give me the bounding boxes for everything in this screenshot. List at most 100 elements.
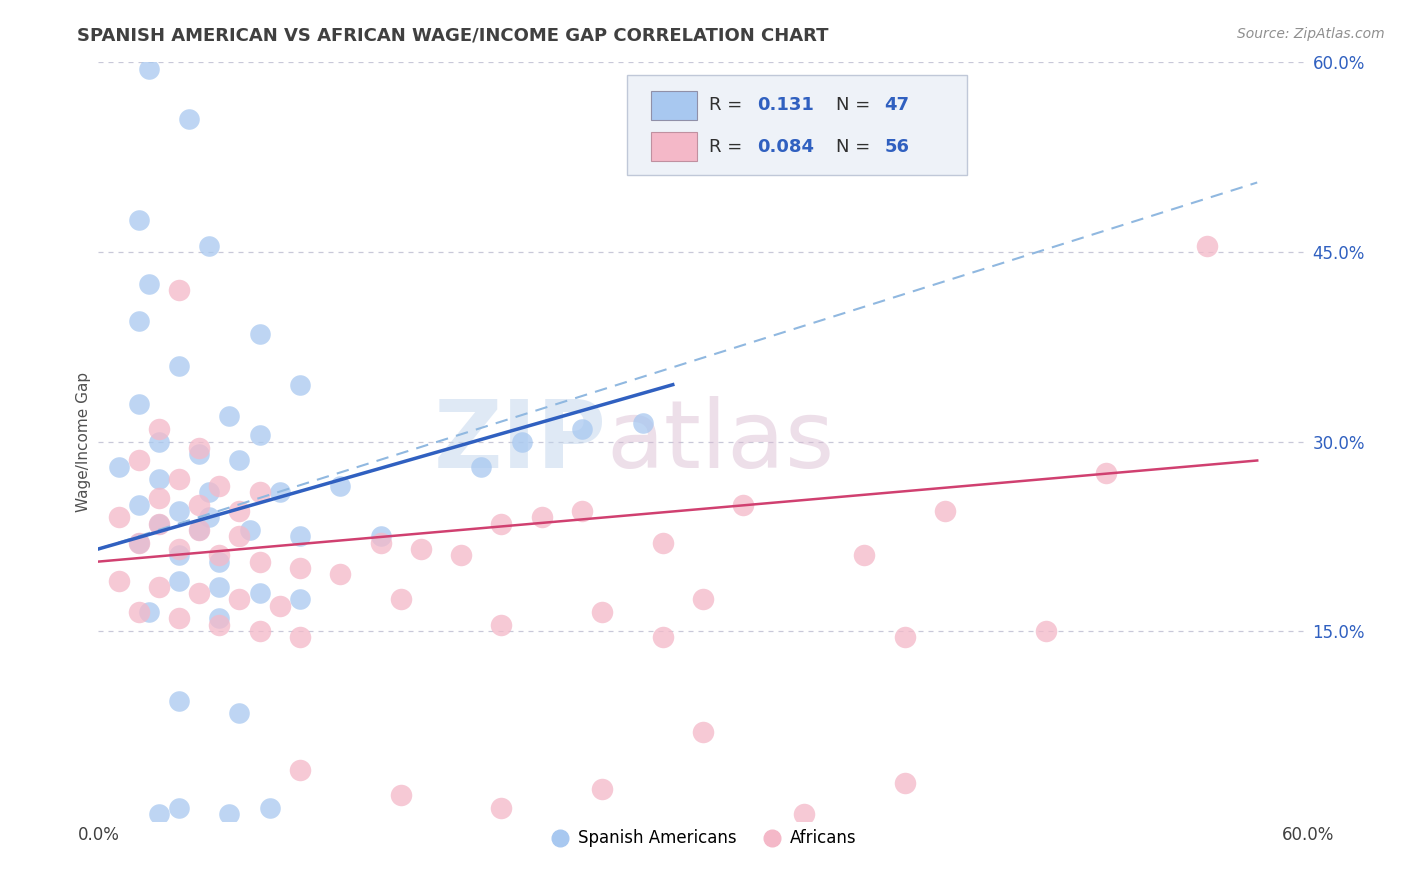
Point	[893, 631, 915, 645]
Point	[107, 510, 129, 524]
Point	[128, 605, 150, 619]
Point	[288, 377, 311, 392]
Point	[208, 617, 231, 632]
Point	[208, 548, 231, 563]
Point	[188, 523, 211, 537]
Point	[228, 529, 250, 543]
Point	[329, 567, 352, 582]
Point	[288, 592, 311, 607]
Point	[188, 498, 211, 512]
Point	[128, 535, 150, 549]
Text: 0.131: 0.131	[758, 96, 814, 114]
Point	[167, 801, 190, 815]
Point	[208, 580, 231, 594]
Point	[167, 574, 190, 588]
Text: SPANISH AMERICAN VS AFRICAN WAGE/INCOME GAP CORRELATION CHART: SPANISH AMERICAN VS AFRICAN WAGE/INCOME …	[77, 27, 828, 45]
Point	[138, 277, 160, 291]
Point	[148, 516, 170, 531]
Text: Source: ZipAtlas.com: Source: ZipAtlas.com	[1237, 27, 1385, 41]
Point	[571, 422, 593, 436]
Point	[893, 776, 915, 790]
Point	[138, 62, 160, 76]
Point	[128, 213, 150, 227]
Point	[148, 473, 170, 487]
Point	[167, 283, 190, 297]
Point	[409, 541, 432, 556]
Point	[128, 453, 150, 467]
Point	[249, 428, 271, 442]
Text: ZIP: ZIP	[433, 395, 606, 488]
Point	[167, 548, 190, 563]
Point	[1035, 624, 1057, 639]
Point	[692, 592, 714, 607]
Y-axis label: Wage/Income Gap: Wage/Income Gap	[76, 371, 91, 512]
Point	[510, 434, 533, 449]
Text: 47: 47	[884, 96, 910, 114]
Point	[249, 586, 271, 600]
Text: 0.084: 0.084	[758, 137, 814, 156]
Point	[259, 801, 281, 815]
Point	[288, 763, 311, 777]
Point	[370, 529, 392, 543]
Point	[167, 541, 190, 556]
Point	[853, 548, 876, 563]
Point	[591, 605, 613, 619]
Point	[470, 459, 492, 474]
FancyBboxPatch shape	[651, 132, 697, 161]
Point	[148, 491, 170, 506]
Point	[1195, 238, 1218, 252]
Point	[269, 485, 291, 500]
Point	[148, 434, 170, 449]
Point	[218, 807, 240, 822]
Point	[389, 789, 412, 803]
Point	[269, 599, 291, 613]
Point	[491, 617, 513, 632]
Point	[329, 479, 352, 493]
Point	[288, 561, 311, 575]
Point	[651, 535, 673, 549]
Point	[934, 504, 956, 518]
Point	[228, 706, 250, 721]
Point	[208, 555, 231, 569]
Point	[571, 504, 593, 518]
Text: 56: 56	[884, 137, 910, 156]
Point	[389, 592, 412, 607]
Point	[148, 422, 170, 436]
Point	[188, 441, 211, 455]
Point	[249, 555, 271, 569]
Point	[148, 807, 170, 822]
Point	[491, 801, 513, 815]
Point	[167, 611, 190, 625]
Point	[370, 535, 392, 549]
Text: R =: R =	[709, 96, 748, 114]
Point	[148, 516, 170, 531]
Point	[228, 592, 250, 607]
Text: N =: N =	[837, 137, 876, 156]
Point	[208, 611, 231, 625]
Point	[793, 807, 815, 822]
Point	[128, 314, 150, 328]
FancyBboxPatch shape	[651, 91, 697, 120]
Point	[107, 459, 129, 474]
Point	[692, 725, 714, 739]
Legend: Spanish Americans, Africans: Spanish Americans, Africans	[543, 822, 863, 854]
Point	[128, 498, 150, 512]
Text: atlas: atlas	[606, 395, 835, 488]
Point	[228, 453, 250, 467]
Point	[288, 529, 311, 543]
Point	[249, 485, 271, 500]
FancyBboxPatch shape	[627, 75, 966, 175]
Point	[198, 485, 221, 500]
Point	[491, 516, 513, 531]
Point	[249, 624, 271, 639]
Point	[239, 523, 262, 537]
Point	[530, 510, 553, 524]
Point	[651, 631, 673, 645]
Point	[218, 409, 240, 424]
Point	[228, 504, 250, 518]
Point	[188, 447, 211, 461]
Point	[198, 510, 221, 524]
Point	[188, 523, 211, 537]
Point	[128, 535, 150, 549]
Point	[138, 605, 160, 619]
